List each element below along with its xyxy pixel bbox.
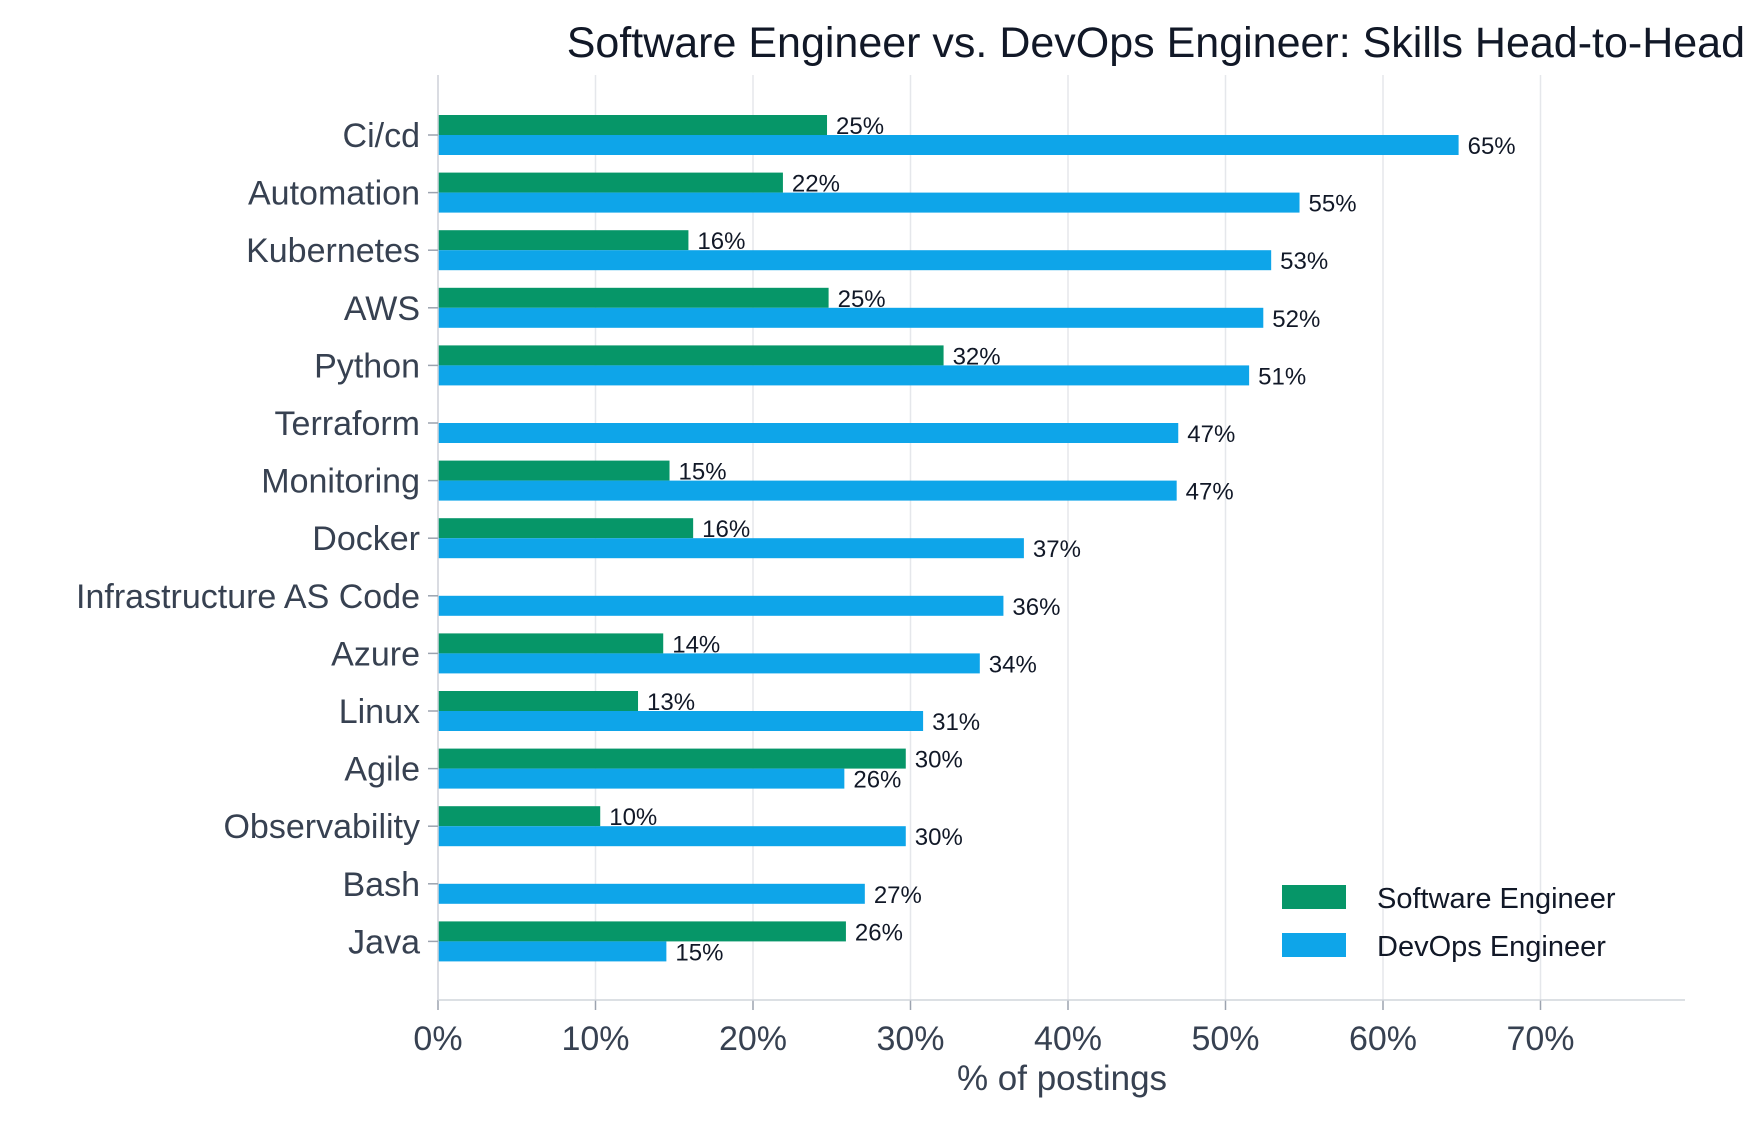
bar — [438, 345, 944, 366]
y-tick-label: Observability — [223, 808, 420, 846]
y-tick-label: Kubernetes — [246, 232, 420, 270]
y-tick-label: Docker — [312, 520, 420, 558]
bar-value-label: 32% — [953, 343, 1001, 370]
bars — [438, 115, 1459, 962]
bar — [438, 135, 1459, 155]
y-tick-label: Python — [314, 347, 420, 385]
x-tick-label: 50% — [1191, 1020, 1259, 1058]
y-tick-label: Bash — [343, 866, 421, 904]
gridlines — [437, 75, 1542, 1000]
bar — [438, 691, 639, 711]
y-tick-label: Java — [348, 923, 420, 961]
x-tick-label: 60% — [1349, 1020, 1417, 1058]
legend-swatch — [1282, 933, 1346, 957]
y-tick-label: Terraform — [275, 405, 420, 443]
bar — [438, 711, 924, 731]
x-tick-label: 70% — [1506, 1020, 1574, 1058]
bar — [438, 460, 670, 481]
bar-value-label: 65% — [1468, 133, 1516, 160]
y-tick-label: Azure — [331, 635, 420, 673]
bar-value-label: 15% — [679, 459, 727, 486]
bar — [438, 365, 1250, 386]
x-tick-label: 40% — [1034, 1020, 1102, 1058]
bar-value-label: 51% — [1258, 363, 1306, 390]
legend-label: Software Engineer — [1377, 883, 1616, 915]
bar-value-label: 47% — [1186, 479, 1234, 506]
bar-value-label: 30% — [915, 824, 963, 851]
y-tick-label: Infrastructure AS Code — [76, 578, 420, 616]
legend: Software Engineer DevOps Engineer — [1282, 883, 1616, 963]
data-labels: 25% 65% 22% 55% 16% 53% 25% 52% 32% 51% 47% 15% 47% 1… — [609, 113, 1515, 966]
bar — [438, 633, 664, 654]
bar-value-label: 26% — [853, 767, 901, 794]
bar — [438, 115, 828, 135]
bar — [438, 538, 1024, 559]
bar-value-label: 10% — [609, 804, 657, 831]
bar-value-label: 34% — [989, 651, 1037, 678]
bar — [438, 941, 667, 962]
bar-value-label: 15% — [675, 939, 723, 966]
bar — [438, 806, 601, 827]
x-tick-label: 20% — [719, 1020, 787, 1058]
bar-value-label: 26% — [855, 919, 903, 946]
bar-value-label: 27% — [874, 882, 922, 909]
bar — [438, 423, 1179, 443]
bar — [438, 748, 906, 769]
bar-value-label: 36% — [1012, 594, 1060, 621]
bar — [438, 192, 1300, 213]
bar — [438, 480, 1177, 501]
x-tick-label: 30% — [876, 1020, 944, 1058]
bar-value-label: 14% — [672, 631, 720, 658]
x-tick-label: 10% — [561, 1020, 629, 1058]
bar-value-label: 16% — [702, 516, 750, 543]
bar — [438, 287, 829, 308]
x-tick-label: 0% — [413, 1020, 462, 1058]
bar-value-label: 55% — [1309, 191, 1357, 218]
bar-value-label: 37% — [1033, 536, 1081, 563]
y-tick-label: Agile — [344, 751, 420, 789]
bar-value-label: 52% — [1272, 306, 1320, 333]
bar — [438, 230, 689, 251]
bar-value-label: 25% — [836, 113, 884, 140]
bar — [438, 518, 694, 539]
bar-value-label: 16% — [697, 228, 745, 255]
x-axis-label: % of postings — [957, 1059, 1167, 1098]
bar — [438, 826, 906, 847]
y-tick-label: Linux — [339, 693, 420, 731]
bar — [438, 250, 1272, 271]
axes: 0% 10% 20% 30% 40% 50% 60% 70% Ci/cd Automation Ku… — [76, 75, 1685, 1058]
y-tick-label: AWS — [344, 290, 420, 328]
bar-value-label: 47% — [1187, 421, 1235, 448]
bar — [438, 921, 846, 942]
chart-title: Software Engineer vs. DevOps Engineer: S… — [567, 19, 1745, 67]
bar-value-label: 30% — [915, 747, 963, 774]
bar — [438, 172, 783, 193]
bar — [438, 307, 1264, 328]
bar-value-label: 22% — [792, 171, 840, 198]
bar — [438, 768, 845, 789]
y-tick-label: Ci/cd — [343, 117, 420, 155]
bar-value-label: 25% — [838, 286, 886, 313]
bar — [438, 653, 980, 674]
y-tick-label: Automation — [248, 175, 420, 213]
legend-label: DevOps Engineer — [1377, 931, 1606, 963]
bar — [438, 595, 1004, 616]
bar-value-label: 53% — [1280, 248, 1328, 275]
legend-swatch — [1282, 885, 1346, 909]
bar — [438, 883, 865, 904]
y-tick-label: Monitoring — [261, 463, 420, 501]
bar-value-label: 13% — [647, 689, 695, 716]
bar-value-label: 31% — [932, 709, 980, 736]
